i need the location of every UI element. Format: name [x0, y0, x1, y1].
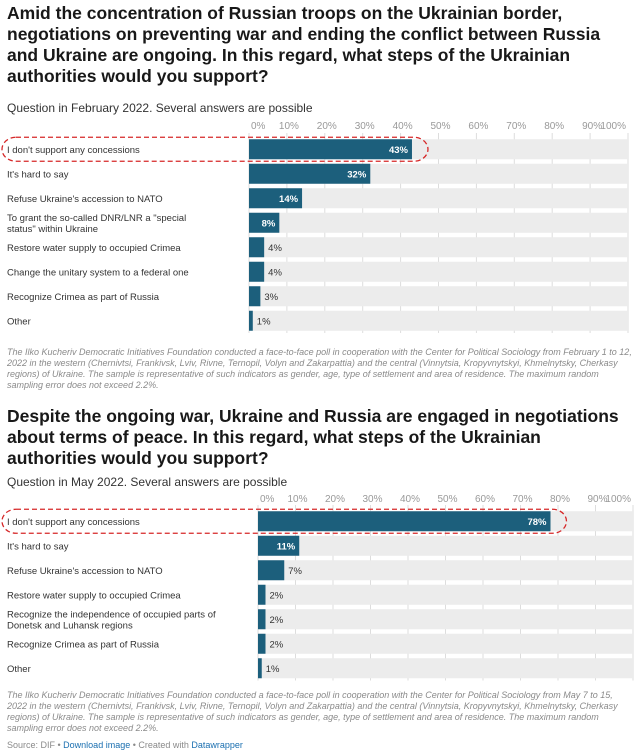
chart-1-category-label: Restore water supply to occupied Crimea	[7, 243, 181, 254]
chart-1-bar	[249, 237, 265, 258]
chart-2-bar	[258, 609, 266, 630]
chart-1-bar-track	[249, 286, 628, 307]
chart-2-value-label: 2%	[270, 639, 284, 650]
chart-2-bar-track	[258, 560, 633, 581]
chart-1-value-label: 8%	[262, 218, 276, 229]
chart-2-bar	[258, 633, 266, 654]
chart-2-subtitle: Question in May 2022. Several answers ar…	[7, 475, 288, 489]
chart-1-bar	[249, 310, 253, 331]
chart-1-category-label: Recognize Crimea as part of Russia	[7, 292, 160, 303]
chart-2-bar-track	[258, 535, 633, 556]
chart-2-tick-label: 100%	[605, 494, 631, 505]
chart-2-category-label: Recognize the independence of occupied p…	[7, 609, 216, 620]
chart-2-tick-label: 20%	[325, 494, 345, 505]
chart-1-category-label: I don't support any concessions	[7, 145, 140, 156]
chart-2-category-label: Recognize Crimea as part of Russia	[7, 639, 160, 650]
chart-2-tick-label: 30%	[362, 494, 382, 505]
chart-1-bar-track	[249, 237, 628, 258]
chart-1-category-label: Refuse Ukraine's accession to NATO	[7, 194, 163, 205]
chart-1-value-label: 32%	[347, 169, 367, 180]
chart-2-category-label: Donetsk and Luhansk regions	[7, 620, 133, 631]
chart-1-category-label: Change the unitary system to a federal o…	[7, 267, 189, 278]
chart-2-value-label: 2%	[270, 590, 284, 601]
download-image-link[interactable]: Download image	[63, 740, 131, 750]
chart-2: 0% 10% 20% 30% 40% 50% 60% 70% 80% 90% 100% 78% I do…	[0, 490, 640, 685]
chart-2-tick-label: 0%	[260, 494, 275, 505]
chart-2-bar	[258, 511, 551, 532]
chart-1-bar	[249, 139, 412, 160]
chart-1-category-label: Other	[7, 316, 31, 327]
chart-1-highlight-outline	[1, 136, 429, 162]
chart-2-tick-label: 60%	[475, 494, 495, 505]
chart-1-subtitle: Question in February 2022. Several answe…	[7, 101, 313, 115]
chart-1-tick-label: 10%	[279, 121, 299, 132]
chart-2-highlight-outline	[1, 508, 568, 534]
chart-2-value-label: 78%	[527, 517, 547, 528]
chart-1-bar-track	[249, 188, 628, 209]
chart-1-value-label: 43%	[389, 145, 409, 156]
chart-1-tick-label: 80%	[544, 121, 564, 132]
datawrapper-link[interactable]: Datawrapper	[191, 740, 243, 750]
footer-created-with: • Created with	[130, 740, 192, 750]
chart-2-category-label: Restore water supply to occupied Crimea	[7, 590, 181, 601]
chart-2-bar	[258, 658, 262, 679]
chart-1-source-note: The Ilko Kucheriv Democratic Initiatives…	[7, 347, 632, 390]
chart-2-category-label: Other	[7, 664, 31, 675]
chart-1-tick-label: 0%	[251, 121, 266, 132]
chart-2-value-label: 7%	[288, 566, 302, 577]
chart-1-bar	[249, 286, 261, 307]
chart-1-tick-label: 70%	[506, 121, 526, 132]
footer-separator: •	[55, 740, 64, 750]
chart-2-category-label: Refuse Ukraine's accession to NATO	[7, 566, 163, 577]
chart-2-bar-track	[258, 633, 633, 654]
chart-1-tick-label: 30%	[355, 121, 375, 132]
chart-2-tick-label: 40%	[400, 494, 420, 505]
chart-2-value-label: 2%	[270, 615, 284, 626]
chart-1-svg: 0% 10% 20% 30% 40% 50% 60% 70% 80% 90%100% 43% I do…	[1, 121, 629, 333]
chart-1-tick-label: 60%	[468, 121, 488, 132]
chart-1-tick-label: 100%	[600, 121, 626, 132]
chart-1-category-label: It's hard to say	[7, 169, 69, 180]
chart-2-tick-label: 80%	[550, 494, 570, 505]
chart-1-value-label: 4%	[268, 243, 282, 254]
chart-1-bar-track	[249, 212, 628, 233]
chart-2-bar	[258, 560, 285, 581]
chart-1-bar-track	[249, 261, 628, 282]
chart-2-tick-label: 70%	[512, 494, 532, 505]
chart-1-category-label: status" within Ukraine	[7, 224, 98, 235]
chart-2-category-label: I don't support any concessions	[7, 517, 140, 528]
chart-1-bar	[249, 212, 280, 233]
chart-1-bar	[249, 261, 265, 282]
chart-2-category-label: It's hard to say	[7, 541, 69, 552]
chart-2-value-label: 11%	[277, 541, 296, 552]
chart-2-bar-track	[258, 584, 633, 605]
chart-1-value-label: 3%	[264, 292, 278, 303]
chart-1-tick-label: 50%	[430, 121, 450, 132]
chart-2-tick-label: 10%	[287, 494, 307, 505]
chart-1-tick-label: 40%	[393, 121, 413, 132]
chart-2-tick-label: 90%	[587, 494, 607, 505]
chart-2-bar-track	[258, 609, 633, 630]
chart-1-title: Amid the concentration of Russian troops…	[7, 3, 601, 86]
chart-2-bar	[258, 584, 266, 605]
chart-1-tick-label: 90%	[582, 121, 602, 132]
chart-1-bar	[249, 163, 371, 184]
chart-1-value-label: 14%	[279, 194, 299, 205]
chart-2-value-label: 1%	[266, 664, 280, 675]
footer: Source: DIF • Download image • Created w…	[7, 740, 243, 750]
chart-2-tick-label: 50%	[437, 494, 457, 505]
chart-1: 0% 10% 20% 30% 40% 50% 60% 70% 80% 90% 100% 43% I do…	[0, 117, 640, 335]
chart-1-value-label: 4%	[268, 267, 282, 278]
chart-1-bar	[249, 188, 303, 209]
chart-2-title: Despite the ongoing war, Ukraine and Rus…	[7, 406, 619, 468]
chart-2-svg: 0% 10% 20% 30% 40% 50% 60% 70% 80% 90%100% 78% I do…	[1, 494, 634, 681]
chart-2-source-note: The Ilko Kucheriv Democratic Initiatives…	[7, 690, 618, 733]
chart-1-bar-track	[249, 310, 628, 331]
chart-2-bar	[258, 535, 300, 556]
chart-1-category-label: To grant the so-called DNR/LNR a "specia…	[7, 213, 186, 224]
footer-source: Source: DIF	[7, 740, 56, 750]
chart-1-value-label: 1%	[257, 316, 271, 327]
chart-2-bar-track	[258, 658, 633, 679]
chart-1-tick-label: 20%	[317, 121, 337, 132]
